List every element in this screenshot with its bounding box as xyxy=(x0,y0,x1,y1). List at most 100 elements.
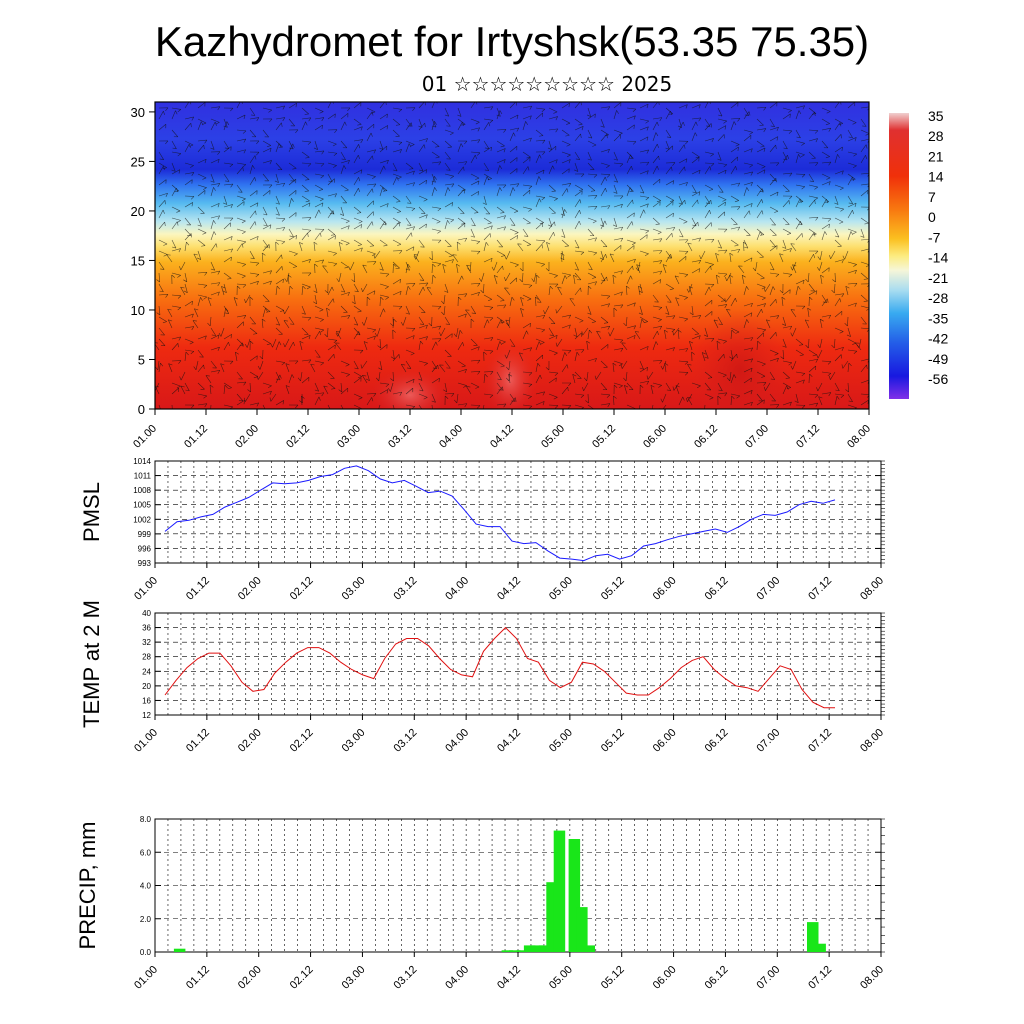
wind-barb xyxy=(184,162,194,166)
wind-barb xyxy=(600,106,610,109)
wind-barb-flag xyxy=(685,158,688,163)
x-tick-label: 03.00 xyxy=(335,423,363,451)
wind-barb xyxy=(171,343,179,351)
wind-barb-flag xyxy=(269,390,272,395)
wind-barb xyxy=(249,210,256,219)
wind-barb-flag xyxy=(620,304,624,309)
wind-barb xyxy=(535,401,545,406)
wind-barb-flag xyxy=(588,136,593,139)
wind-barb-flag xyxy=(792,264,797,267)
wind-barb xyxy=(769,177,777,186)
wind-barb xyxy=(418,382,424,392)
wind-barb xyxy=(223,118,228,128)
wind-barb xyxy=(738,265,745,274)
wind-barb xyxy=(834,217,844,223)
wind-barb-flag xyxy=(432,274,436,279)
wind-barb xyxy=(587,184,596,191)
wind-barb xyxy=(392,354,400,362)
wind-barb-flag xyxy=(383,308,386,313)
wind-barb-flag xyxy=(341,412,345,413)
wind-barb xyxy=(704,151,714,155)
wind-barb xyxy=(743,401,753,406)
wind-barb xyxy=(171,221,178,230)
wind-barb xyxy=(730,330,733,340)
wind-barb xyxy=(756,399,765,406)
wind-barb-flag xyxy=(815,138,818,143)
colorbar-label: -7 xyxy=(928,229,941,245)
wind-barb-flag xyxy=(395,124,400,126)
wind-barb xyxy=(405,404,415,407)
wind-barb xyxy=(233,297,238,307)
wind-barb xyxy=(184,116,194,120)
wind-barb xyxy=(171,151,181,154)
wind-barb xyxy=(353,154,359,164)
wind-barb xyxy=(548,145,557,153)
wind-barb-flag xyxy=(191,301,193,306)
wind-barb-flag xyxy=(257,365,261,370)
wind-barb xyxy=(756,341,759,351)
wind-barb xyxy=(548,221,555,230)
wind-barb-flag xyxy=(749,164,753,168)
wind-barb xyxy=(665,283,674,289)
wind-barb xyxy=(819,319,823,329)
wind-barb-flag xyxy=(475,386,480,389)
wind-barb xyxy=(392,319,395,329)
wind-barb xyxy=(275,143,280,153)
wind-barb-flag xyxy=(528,372,533,376)
wind-barb xyxy=(535,274,537,285)
wind-barb xyxy=(496,159,506,164)
wind-barb xyxy=(249,236,259,241)
y-axis-label: TEMP at 2 M xyxy=(79,600,104,728)
wind-barb xyxy=(353,206,362,213)
wind-barb-flag xyxy=(519,278,523,283)
wind-barb xyxy=(834,170,844,175)
wind-barb xyxy=(561,140,571,145)
wind-barb xyxy=(340,305,348,313)
wind-barb-flag xyxy=(790,365,793,370)
wind-barb-flag xyxy=(799,354,804,357)
wind-barb xyxy=(613,360,623,365)
wind-barb-flag xyxy=(836,396,840,400)
wind-barb xyxy=(405,226,415,230)
wind-barb-flag xyxy=(268,109,272,113)
wind-barb xyxy=(249,117,259,120)
wind-barb-flag xyxy=(224,312,229,314)
wind-barb-flag xyxy=(203,296,207,300)
wind-barb xyxy=(340,387,348,395)
wind-barb-flag xyxy=(750,303,753,308)
x-tick-label: 06.00 xyxy=(651,575,679,603)
wind-barb-flag xyxy=(567,387,569,392)
wind-barb-flag xyxy=(249,296,254,300)
wind-barb xyxy=(820,275,823,285)
wind-barb-flag xyxy=(464,403,468,408)
wind-barb-flag xyxy=(321,117,325,122)
wind-barb-flag xyxy=(682,396,685,401)
wind-barb xyxy=(288,140,294,150)
wind-barb xyxy=(314,331,320,340)
wind-barb xyxy=(691,315,701,318)
wind-barb xyxy=(717,211,725,219)
wind-barb-flag xyxy=(397,176,402,180)
wind-barb-flag xyxy=(706,125,711,127)
wind-barb xyxy=(704,371,713,378)
wind-barb-flag xyxy=(413,254,418,256)
wind-barb-flag xyxy=(746,286,749,290)
wind-barb xyxy=(366,183,376,186)
wind-barb xyxy=(819,261,823,271)
wind-barb-flag xyxy=(514,210,519,213)
wind-barb xyxy=(847,102,855,109)
wind-barb-flag xyxy=(746,319,749,323)
wind-barb xyxy=(392,206,401,212)
wind-barb xyxy=(418,206,426,214)
wind-barb xyxy=(249,250,255,259)
wind-barb xyxy=(792,360,797,370)
wind-barb-flag xyxy=(172,246,177,249)
wind-barb-flag xyxy=(827,218,832,222)
colorbar-label: 7 xyxy=(928,189,936,205)
wind-barb-flag xyxy=(334,129,338,133)
wind-barb-flag xyxy=(203,395,207,399)
wind-barb xyxy=(509,235,518,241)
wind-barb-flag xyxy=(701,411,704,414)
wind-barb xyxy=(713,319,719,329)
